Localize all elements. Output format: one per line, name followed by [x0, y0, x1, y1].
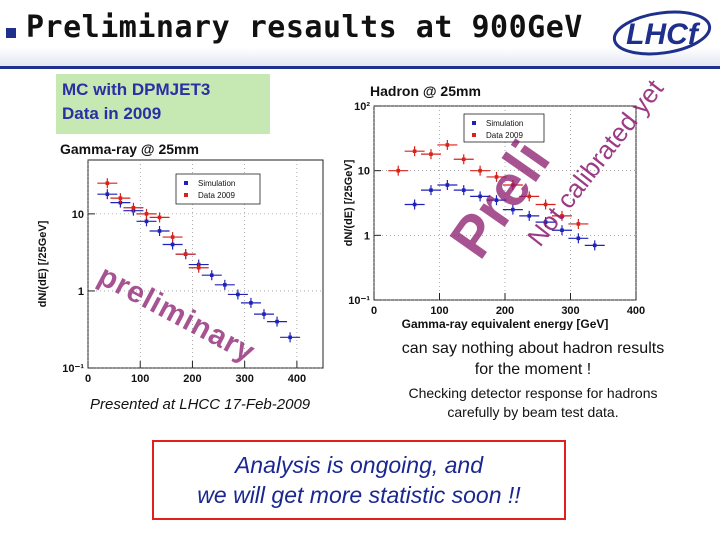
data-point: [144, 212, 149, 216]
analysis-line2: we will get more statistic soon !!: [197, 482, 521, 508]
analysis-line1: Analysis is ongoing, and: [234, 452, 484, 478]
data-point: [105, 192, 110, 196]
data-point: [429, 152, 433, 156]
y-tick-label: 10⁻¹: [348, 295, 370, 307]
data-point: [118, 196, 123, 200]
chart-title: Hadron @ 25mm: [370, 83, 481, 99]
data-point: [592, 243, 597, 248]
gamma-ray-chart: Gamma-ray @ 25mm 10 1 10⁻¹0 100 200 300 400 dN/(…: [37, 141, 324, 382]
data-point: [223, 283, 227, 287]
hadron-note-line2: for the moment !: [474, 361, 592, 378]
legend-marker: [184, 193, 188, 197]
data-point: [478, 168, 482, 173]
legend-marker: [472, 133, 476, 137]
data-point: [560, 228, 564, 233]
data-point: [560, 214, 564, 218]
data-point: [445, 143, 450, 147]
x-tick-label: 100: [430, 305, 448, 317]
presented-note: Presented at LHCC 17-Feb-2009: [90, 396, 311, 413]
data-point: [396, 168, 401, 173]
y-axis-label: dN/(dE) [/25GeV]: [343, 159, 355, 246]
x-tick-label: 0: [371, 305, 377, 317]
data-point: [429, 188, 433, 192]
logo-text: LHCf: [626, 18, 701, 51]
data-point: [412, 149, 417, 154]
data-point: [511, 183, 515, 187]
data-point: [275, 319, 279, 324]
y-tick-label: 1: [364, 230, 370, 242]
data-point: [461, 188, 466, 192]
data-point: [170, 242, 175, 247]
hadron-note-line1: can say nothing about hadron results: [401, 340, 665, 357]
x-tick-label: 300: [561, 305, 579, 317]
data-point: [478, 194, 482, 199]
data-point: [511, 207, 515, 212]
x-axis-label: Gamma-ray equivalent energy [GeV]: [402, 317, 609, 330]
data-point: [576, 222, 581, 226]
lhcf-logo: LHCf: [612, 10, 712, 56]
mc-line: MC with DPMJET3: [62, 80, 211, 99]
checking-note-line1: Checking detector response for hadrons: [408, 385, 658, 401]
data-point: [262, 312, 266, 316]
x-tick-label: 0: [85, 373, 91, 382]
x-tick-label: 200: [183, 373, 201, 382]
data-point: [183, 252, 188, 256]
x-tick-label: 400: [627, 305, 645, 317]
y-tick-label: 10⁻¹: [62, 363, 84, 375]
x-tick-label: 100: [131, 373, 149, 382]
data-point: [236, 292, 240, 297]
data-point: [105, 181, 110, 185]
data-point: [576, 236, 581, 241]
data-point: [249, 301, 253, 305]
data-point: [170, 235, 175, 239]
header-bar: [0, 0, 720, 68]
data-point: [494, 198, 499, 202]
data-point: [527, 194, 532, 199]
header-divider: [0, 66, 720, 69]
chart-title: Gamma-ray @ 25mm: [60, 141, 199, 157]
y-tick-label: 10: [72, 209, 84, 221]
y-tick-label: 1: [78, 286, 84, 298]
y-axis-label: dN/(dE) [/25GeV]: [37, 220, 49, 307]
data-point: [412, 202, 417, 207]
data-point: [196, 265, 201, 270]
mc-legend-box: MC with DPMJET3 Data in 2009: [56, 74, 270, 134]
analysis-box: Analysis is ongoing, and we will get mor…: [152, 440, 566, 520]
data-point: [494, 175, 499, 179]
x-tick-label: 200: [496, 305, 514, 317]
data-point: [209, 273, 214, 278]
data-point: [288, 335, 292, 340]
x-tick-label: 400: [288, 373, 306, 382]
legend-box: [175, 173, 261, 205]
legend-box: [463, 113, 545, 143]
y-tick-label: 10²: [354, 101, 370, 113]
y-tick-label: 10: [358, 166, 370, 178]
legend-label: Data 2009: [486, 131, 523, 140]
legend-marker: [472, 121, 476, 125]
checking-note-line2: carefully by beam test data.: [447, 404, 619, 420]
data-point: [527, 214, 532, 218]
title-bullet: [6, 28, 16, 38]
data-line: Data in 2009: [62, 104, 162, 123]
checking-note: Checking detector response for hadrons c…: [366, 384, 700, 422]
data-point: [131, 205, 136, 210]
data-point: [543, 202, 548, 207]
slide-title: Preliminary resaults at 900GeV: [26, 10, 583, 45]
data-point: [157, 215, 162, 220]
data-point: [461, 157, 466, 162]
x-tick-label: 300: [235, 373, 253, 382]
data-point: [144, 219, 149, 224]
legend-marker: [184, 181, 188, 185]
hadron-note: can say nothing about hadron results for…: [366, 338, 700, 380]
data-point: [157, 229, 162, 233]
data-point: [445, 183, 450, 187]
legend-label: Data 2009: [198, 191, 235, 200]
legend-label: Simulation: [486, 119, 523, 128]
data-point: [543, 220, 548, 224]
legend-label: Simulation: [198, 179, 235, 188]
